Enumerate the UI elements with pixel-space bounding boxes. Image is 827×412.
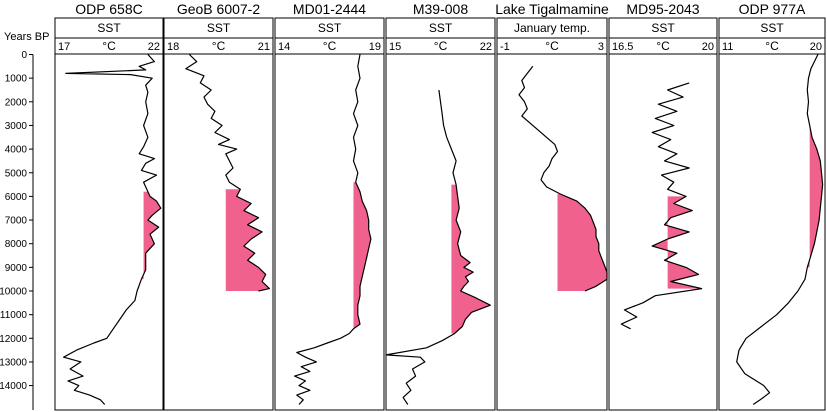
plot-frame <box>274 53 385 411</box>
x-tick-label-min: 18 <box>167 41 179 53</box>
y-tick-label: 9000 <box>5 263 28 274</box>
panel-title: MD01-2444 <box>293 1 366 17</box>
proxy-label: SST <box>207 21 231 35</box>
x-tick-label-min: 15 <box>389 41 401 53</box>
unit-label: °C <box>212 39 226 53</box>
warm-interval-fill <box>557 194 607 291</box>
unit-label: °C <box>434 39 448 53</box>
x-tick-label-max: 19 <box>369 41 381 53</box>
warm-interval-fill <box>451 184 491 334</box>
panel-title: MD95-2043 <box>626 1 699 17</box>
plot-frame <box>718 53 826 411</box>
x-tick-label-max: 22 <box>148 41 160 53</box>
x-tick-label-max: 22 <box>480 41 492 53</box>
y-tick-label: 1000 <box>5 74 28 85</box>
panel: MD01-2444 SST 14 19 °C <box>274 1 385 411</box>
plot-frame <box>385 53 496 411</box>
y-tick-label: 0 <box>21 50 27 61</box>
unit-label: °C <box>102 39 116 53</box>
panel-title: ODP 977A <box>739 1 806 17</box>
y-tick-label: 12000 <box>0 334 27 345</box>
x-tick-label-max: 3 <box>598 41 604 53</box>
series-line <box>620 82 703 330</box>
panel: ODP 977A SST 11 20 °C <box>718 1 826 411</box>
panel-title: ODP 658C <box>75 1 142 17</box>
y-tick-label: 7000 <box>5 216 28 227</box>
y-tick-label: 5000 <box>5 168 28 179</box>
y-tick-label: 3000 <box>5 121 28 132</box>
unit-label: °C <box>545 39 559 53</box>
x-tick-label-min: 17 <box>58 41 70 53</box>
y-tick-label: 10000 <box>0 287 27 298</box>
panel: M39-008 SST 15 22 °C <box>385 1 496 411</box>
proxy-label: SST <box>760 21 784 35</box>
x-tick-label-min: 16.5 <box>612 41 633 53</box>
proxy-label: SST <box>651 21 675 35</box>
warm-interval-fill <box>353 182 371 329</box>
unit-label: °C <box>656 39 670 53</box>
x-tick-label-min: 11 <box>722 41 733 53</box>
x-tick-label-max: 21 <box>258 41 270 53</box>
series-line <box>185 54 270 292</box>
y-tick-label: 4000 <box>5 145 28 156</box>
x-tick-label-min: 14 <box>278 41 290 53</box>
y-tick-label: 13000 <box>0 357 27 368</box>
y-tick-label: 11000 <box>0 310 27 321</box>
series-line <box>736 54 824 405</box>
warm-interval-fill <box>807 125 823 268</box>
panel: GeoB 6007-2 SST 18 21 °C <box>163 1 274 411</box>
y-axis-title: Years BP <box>4 31 49 43</box>
warm-interval-fill <box>652 196 702 289</box>
panel-title: Lake Tigalmamine <box>495 1 609 17</box>
warm-interval-fill <box>225 189 270 291</box>
series-line <box>62 54 162 405</box>
panel: MD95-2043 SST 16.5 20 °C <box>608 1 718 411</box>
panel: Lake Tigalmamine January temp. -1 3 °C <box>495 1 609 411</box>
x-tick-label-min: -1 <box>500 41 510 53</box>
y-axis: 0 1000 2000 3000 4000 5000 6000 7000 8000 9000 100… <box>0 50 34 410</box>
y-tick-label: 14000 <box>0 381 27 392</box>
proxy-label: SST <box>429 21 453 35</box>
y-tick-label: 2000 <box>5 97 28 108</box>
series-line <box>385 89 491 405</box>
proxy-label: January temp. <box>514 21 590 35</box>
x-tick-label-max: 20 <box>810 41 822 53</box>
proxy-label: SST <box>318 21 342 35</box>
unit-label: °C <box>765 39 779 53</box>
x-tick-label-max: 20 <box>702 41 714 53</box>
plot-frame <box>54 53 164 411</box>
plot-frame <box>163 53 274 411</box>
warm-interval-fill <box>141 191 161 280</box>
panel: ODP 658C SST 17 22 °C <box>54 1 164 411</box>
plot-frame <box>496 53 608 411</box>
proxy-label: SST <box>97 21 121 35</box>
y-tick-label: 8000 <box>5 239 28 250</box>
panel-title: M39-008 <box>413 1 468 17</box>
panel-title: GeoB 6007-2 <box>177 1 260 17</box>
plot-frame <box>608 53 718 411</box>
series-line <box>294 54 372 405</box>
y-tick-label: 6000 <box>5 192 28 203</box>
series-line <box>518 65 608 292</box>
unit-label: °C <box>323 39 337 53</box>
